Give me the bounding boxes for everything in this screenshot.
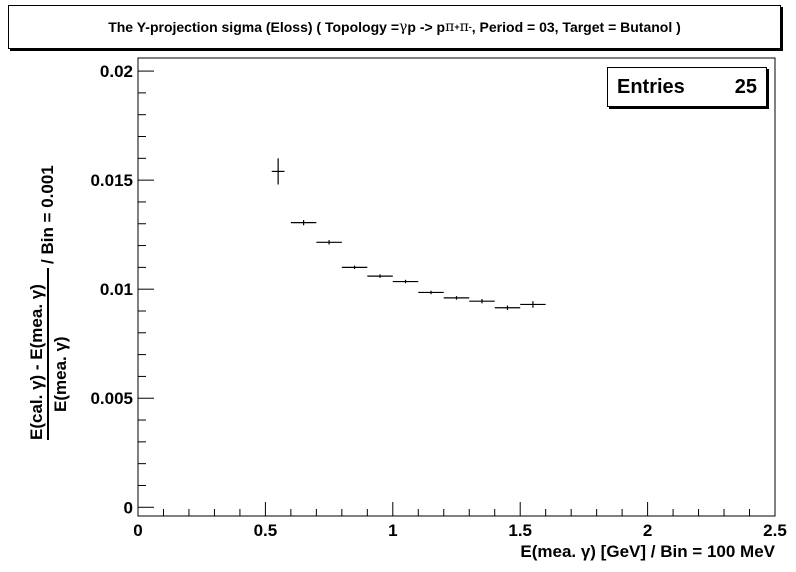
chart-title: The Y-projection sigma (Eloss) ( Topolog… — [8, 5, 781, 49]
data-point — [469, 298, 495, 304]
stats-box: Entries 25 — [607, 67, 767, 107]
data-point — [520, 301, 546, 308]
y-tick-label: 0.02 — [100, 62, 133, 81]
x-tick-label: 0 — [133, 521, 142, 540]
data-point — [418, 290, 444, 295]
x-axis-title: E(mea. γ) [GeV] / Bin = 100 MeV — [520, 542, 775, 561]
title-pi-minus-charge: - — [468, 22, 472, 32]
data-point — [341, 265, 368, 270]
y-tick-label: 0.005 — [90, 389, 133, 408]
y-axis-title: E(cal. γ) - E(mea. γ) E(mea. γ) / Bin = … — [27, 165, 70, 440]
y-axis-title-denominator: E(mea. γ) — [51, 336, 70, 412]
title-prefix: The Y-projection sigma (Eloss) ( Topolog… — [108, 19, 399, 35]
x-axis-tick-labels: 0 0.5 1 1.5 2 2.5 — [133, 521, 787, 540]
title-pi-plus-charge: + — [454, 22, 460, 32]
data-point — [443, 296, 470, 300]
x-tick-label: 1 — [388, 521, 397, 540]
y-axis-title-suffix: / Bin = 0.001 — [38, 165, 57, 264]
title-suffix: , Period = 03, Target = Butanol ) — [471, 19, 681, 35]
stats-entries-value: 25 — [734, 75, 757, 98]
data-point — [494, 305, 521, 310]
y-axis-title-numerator: E(cal. γ) - E(mea. γ) — [27, 284, 46, 440]
y-axis-ticks — [138, 70, 154, 508]
y-tick-label: 0.015 — [90, 171, 133, 190]
data-points — [271, 158, 546, 310]
y-tick-label: 0 — [124, 498, 133, 517]
data-point — [271, 158, 285, 185]
x-tick-label: 0.5 — [254, 521, 278, 540]
x-tick-label: 2 — [643, 521, 652, 540]
x-axis-ticks — [137, 502, 776, 516]
data-point — [392, 279, 419, 284]
x-tick-label: 2.5 — [763, 521, 787, 540]
title-pi-minus: π — [459, 19, 469, 35]
y-axis-tick-labels: 0 0.005 0.01 0.015 0.02 — [90, 62, 133, 517]
stats-entries-label: Entries — [617, 75, 685, 98]
title-pi-plus: π — [445, 19, 455, 35]
x-tick-label: 1.5 — [508, 521, 532, 540]
data-point — [367, 274, 393, 278]
plot-frame — [137, 57, 776, 517]
data-point — [316, 240, 342, 245]
data-point — [290, 220, 317, 226]
title-mid: p -> p — [407, 19, 446, 35]
title-gamma: γ — [399, 19, 408, 35]
y-tick-label: 0.01 — [100, 280, 133, 299]
